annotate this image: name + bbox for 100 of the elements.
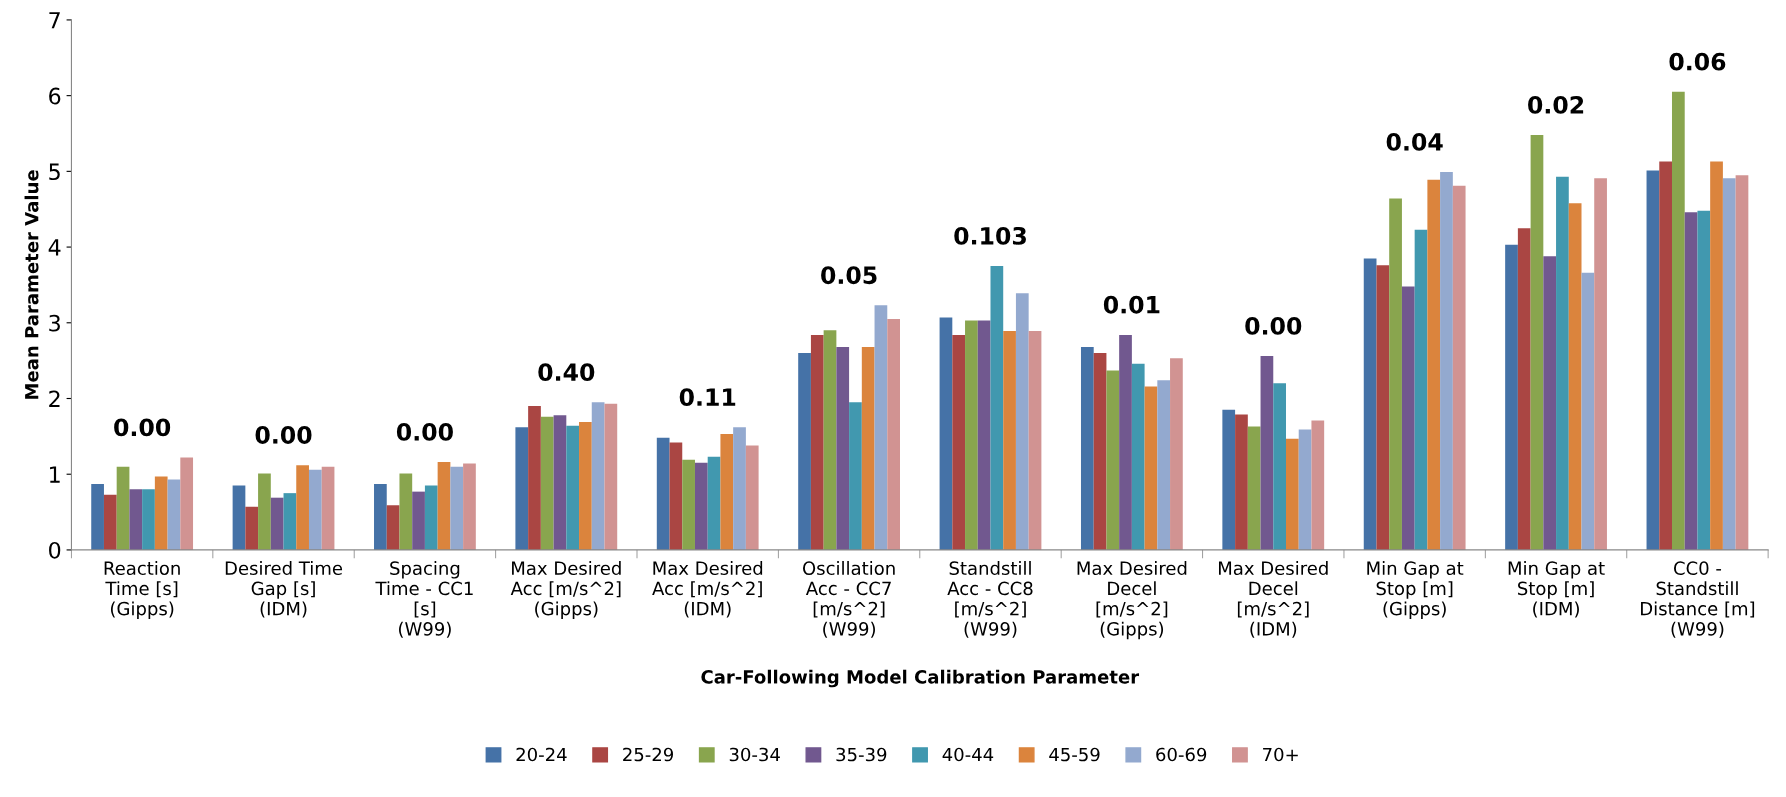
x-tick-label: Min Gap at Stop [m] (Gipps) (1367, 561, 1464, 619)
bar (1735, 175, 1749, 550)
bar (1106, 370, 1120, 550)
x-tick-label: CC0 - Standstill Distance [m] (W99) (1641, 561, 1755, 638)
bar (437, 462, 451, 550)
y-tick-label: 6 (49, 87, 61, 105)
bar (1222, 409, 1236, 550)
bar (579, 421, 592, 550)
bar (1247, 426, 1261, 550)
bar (528, 406, 541, 550)
bar (1646, 170, 1660, 550)
bar (1093, 353, 1107, 550)
bar (733, 427, 746, 550)
bar (1003, 331, 1016, 550)
bar (1452, 185, 1466, 550)
bar (515, 427, 529, 550)
x-tick-label: Max Desired Acc [m/s^2] (IDM) (652, 561, 763, 618)
bar (707, 456, 721, 550)
bar (1517, 228, 1531, 550)
bar (1389, 198, 1402, 550)
y-tick-label: 3 (49, 314, 60, 332)
legend-label: 30-34 (729, 747, 780, 762)
bar (720, 434, 734, 550)
bar (258, 473, 271, 550)
bar (1235, 414, 1248, 550)
bar (1028, 331, 1042, 550)
bar (861, 347, 875, 550)
x-axis-title: Car-Following Model Calibration Parameter (701, 669, 1140, 688)
bar (1157, 380, 1171, 550)
bar (154, 476, 168, 550)
bar (463, 463, 476, 550)
bar (540, 416, 554, 550)
y-tick-label: 2 (49, 390, 60, 407)
bar (990, 266, 1004, 550)
bar (1170, 358, 1183, 550)
legend-label: 20-24 (516, 747, 567, 762)
legend-label: 25-29 (623, 747, 674, 762)
bar (1376, 265, 1390, 550)
bar (116, 466, 130, 550)
annotation: 0.04 (1386, 133, 1443, 151)
bar (91, 484, 104, 550)
bar (1144, 386, 1158, 550)
bar (180, 457, 194, 550)
y-tick-label: 0 (49, 541, 61, 559)
bar (1131, 363, 1145, 550)
bar (1505, 244, 1518, 550)
bar (1697, 210, 1711, 550)
bar (1530, 135, 1544, 550)
bar (656, 437, 670, 550)
bar (810, 334, 824, 550)
bar (849, 402, 862, 550)
bar (553, 415, 567, 550)
bar (412, 491, 425, 550)
x-tick-label: Max Desired Acc [m/s^2] (Gipps) (510, 561, 621, 619)
bar (1119, 334, 1132, 550)
bar (952, 334, 966, 550)
annotation: 0.40 (538, 363, 595, 382)
annotation: 0.05 (821, 266, 877, 285)
legend-label: 45-59 (1049, 747, 1100, 762)
bar (1401, 286, 1415, 550)
bar (424, 485, 438, 550)
y-tick-label: 4 (48, 239, 61, 256)
bar (167, 479, 181, 550)
legend-label: 60-69 (1156, 747, 1207, 762)
bar (1671, 91, 1685, 550)
bar (283, 493, 297, 550)
y-tick-label: 1 (50, 466, 60, 483)
bar (142, 489, 155, 550)
bar (682, 459, 695, 550)
legend-label: 40-44 (942, 747, 994, 762)
bar (1543, 256, 1557, 550)
x-tick-label: Max Desired Decel [m/s^2] (IDM) (1219, 561, 1328, 638)
bar (296, 465, 309, 550)
annotation: 0.00 (1245, 317, 1302, 335)
y-tick-label: 7 (49, 12, 60, 29)
x-tick-label: Standstill Acc - CC8 [m/s^2] (W99) (947, 561, 1033, 638)
bar (1414, 229, 1428, 550)
bar (129, 489, 143, 550)
bar (566, 425, 580, 550)
bar (823, 330, 837, 550)
bar (1015, 293, 1029, 550)
legend-label: 35-39 (836, 747, 887, 762)
bar (321, 466, 335, 550)
bar (669, 442, 683, 550)
bar (798, 353, 811, 550)
bar (1594, 178, 1607, 550)
bar (399, 473, 413, 550)
bar (591, 402, 605, 550)
bar (694, 462, 708, 550)
bar (245, 506, 259, 550)
annotation: 0.02 (1528, 95, 1584, 114)
bar (977, 320, 991, 550)
bar (1427, 179, 1441, 550)
bar (1440, 172, 1453, 550)
annotation: 0.00 (396, 423, 453, 441)
bar (939, 317, 953, 550)
bar (1298, 429, 1312, 550)
bar (836, 347, 850, 550)
bar (604, 403, 618, 550)
bar (1568, 203, 1582, 550)
